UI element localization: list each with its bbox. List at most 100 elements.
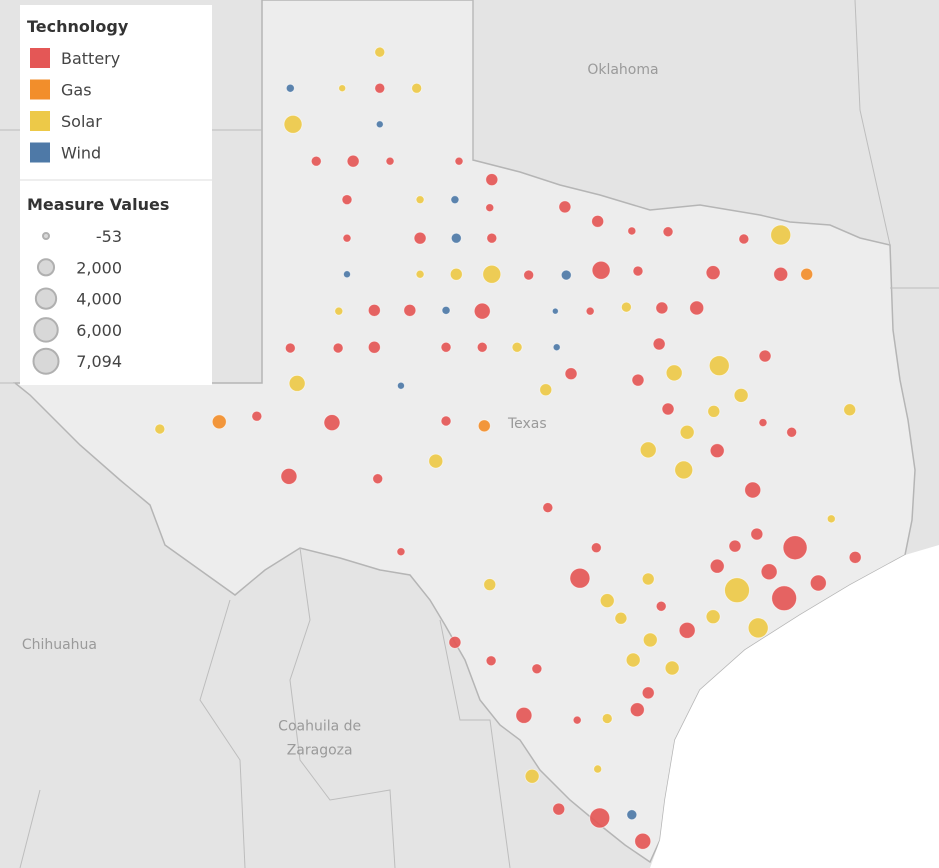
bubble [747,617,769,639]
size-legend-label: -53 [96,227,122,246]
bubble [738,233,750,245]
bubble [338,84,347,93]
map-label: Chihuahua [22,637,97,653]
bubble [707,404,721,418]
bubble [564,367,578,381]
bubble [760,563,778,581]
bubble [674,460,694,480]
bubble [367,340,381,354]
bubble [411,82,423,94]
legend-label: Battery [61,49,120,68]
map-label: Texas [507,416,547,432]
bubble [441,305,451,315]
bubble [591,260,611,280]
bubble [641,686,655,700]
bubble [560,269,572,281]
bubble [632,265,644,277]
bubble [627,226,637,236]
bubble [678,621,696,639]
bubble [758,349,772,363]
bubble [284,342,296,354]
bubble [661,402,675,416]
bubble [809,574,827,592]
bubble [450,195,460,205]
bubble [482,264,502,284]
bubble [631,373,645,387]
bubble [531,663,543,675]
bubble [601,713,613,724]
bubble [664,660,680,676]
bubble [374,82,386,94]
legend-swatch [30,111,50,131]
legend-label: Gas [61,81,92,100]
bubble [826,514,836,524]
legend-swatch [30,142,50,163]
bubble [709,443,725,459]
bubble [782,535,808,561]
bubble [473,302,491,320]
bubble [454,156,464,166]
bubble [323,414,341,432]
bubble [551,307,559,315]
bubble [843,403,857,417]
bubble [523,269,535,281]
bubble [800,267,814,281]
bubble [629,702,645,718]
legend-swatch [30,48,50,68]
bubble [641,572,655,586]
bubble [310,155,322,167]
bubble [724,577,750,604]
bubble [591,214,605,228]
bubble [728,539,742,553]
bubble [476,341,488,353]
bubble [343,270,351,279]
bubble [524,768,540,784]
size-legend-circle [34,287,58,310]
size-legend-circle [36,258,56,277]
bubble [440,415,452,427]
bubble [283,114,303,134]
bubble [413,231,427,245]
bubble [485,173,499,187]
bubble [477,419,491,433]
bubble [211,414,227,430]
bubble [440,341,452,353]
bubble [665,364,683,382]
bubble [428,453,444,469]
bubble [642,632,658,648]
bubble [285,83,295,93]
size-legend-circle [32,347,60,375]
legend-label: Wind [61,144,101,163]
bubble [415,269,425,279]
bubble [689,300,705,316]
bubble [585,306,595,316]
bubble [542,502,554,514]
bubble [589,807,611,829]
bubble [639,441,657,459]
gulf-water [650,545,939,868]
bubble [590,542,602,554]
bubble [280,467,298,485]
size-legend-title: Measure Values [27,195,169,214]
bubble [705,265,721,281]
bubble [614,611,628,625]
bubble [634,832,652,850]
bubble [483,578,497,592]
legend-swatch [30,79,50,100]
bubble [593,764,603,774]
bubble [342,233,352,243]
size-legend-circle [33,317,59,343]
size-legend-label: 7,094 [76,352,122,371]
bubble [374,46,386,58]
bubble [709,558,725,574]
texas-shape [12,0,916,864]
size-legend-circle [42,232,50,240]
bubble [626,809,638,821]
size-legend-label: 6,000 [76,321,122,340]
bubble [448,635,462,649]
bubble [655,301,669,315]
map-label: Oklahoma [587,62,658,78]
map-label: Zaragoza [287,743,353,759]
bubble [569,567,591,589]
